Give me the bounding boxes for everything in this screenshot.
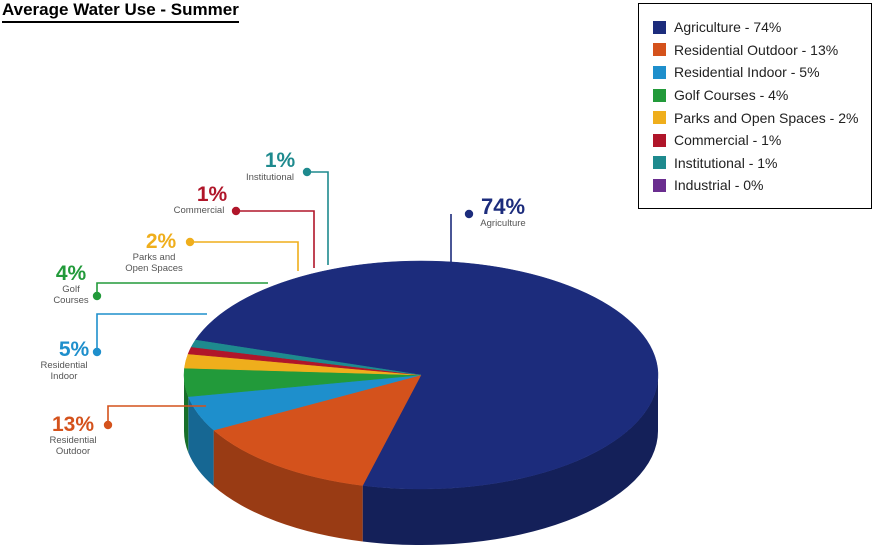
- callout-dot-agriculture: [464, 209, 474, 219]
- callout-percent-golf-courses: 4%: [56, 262, 87, 285]
- callout-label-parks-and-open-spaces: Parks and: [133, 252, 176, 263]
- callout-label-residential-outdoor: Outdoor: [56, 446, 90, 457]
- callout-percent-commercial: 1%: [197, 183, 228, 206]
- legend-label: Industrial - 0%: [674, 177, 764, 194]
- legend-label: Commercial - 1%: [674, 132, 782, 149]
- callout-line-residential-outdoor: [107, 405, 206, 425]
- callout-dot-parks-and-open-spaces: [185, 237, 195, 247]
- legend-label: Residential Outdoor - 13%: [674, 41, 839, 58]
- pie-side-residential-outdoor: [213, 430, 363, 542]
- callout-label-residential-indoor: Residential: [41, 360, 88, 371]
- legend-item-commercial: Commercial - 1%: [639, 129, 871, 152]
- callout-label-residential-indoor: Indoor: [51, 371, 78, 382]
- callout-percent-residential-indoor: 5%: [59, 338, 90, 361]
- legend-swatch: [653, 43, 666, 57]
- legend-swatch: [653, 111, 666, 125]
- callout-label-commercial: Commercial: [174, 205, 225, 216]
- legend-item-residential-indoor: Residential Indoor - 5%: [639, 61, 871, 84]
- callout-line-parks-and-open-spaces: [190, 241, 299, 271]
- callout-label-golf-courses: Courses: [53, 295, 89, 306]
- callout-label-residential-outdoor: Residential: [50, 435, 97, 446]
- legend-swatch: [653, 20, 666, 34]
- callout-line-commercial: [236, 210, 315, 268]
- callout-label-golf-courses: Golf: [62, 284, 80, 295]
- callout-line-institutional: [307, 171, 329, 265]
- legend-label: Institutional - 1%: [674, 154, 778, 171]
- legend-swatch: [653, 65, 666, 79]
- chart-title: Average Water Use - Summer: [2, 0, 239, 23]
- legend-label: Parks and Open Spaces - 2%: [674, 109, 859, 126]
- legend-item-parks-and-open-spaces: Parks and Open Spaces - 2%: [639, 106, 871, 129]
- callout-line-golf-courses: [96, 282, 268, 296]
- legend-swatch: [653, 156, 666, 170]
- callout-percent-institutional: 1%: [265, 149, 296, 172]
- callout-label-agriculture: Agriculture: [480, 218, 525, 229]
- pie-slice-residential-outdoor: [213, 374, 422, 486]
- legend-item-industrial: Industrial - 0%: [639, 174, 871, 197]
- legend-item-institutional: Institutional - 1%: [639, 152, 871, 175]
- callout-dot-golf-courses: [92, 291, 102, 301]
- callout-line-residential-indoor: [96, 313, 207, 352]
- callout-percent-residential-outdoor: 13%: [52, 413, 94, 436]
- pie-side-residential-indoor: [188, 396, 214, 487]
- legend-item-residential-outdoor: Residential Outdoor - 13%: [639, 39, 871, 62]
- callout-dot-institutional: [302, 167, 312, 177]
- callout-dot-residential-indoor: [92, 347, 102, 357]
- pie-slice-agriculture: [194, 260, 659, 490]
- legend-label: Golf Courses - 4%: [674, 87, 789, 104]
- callout-dot-residential-outdoor: [103, 420, 113, 430]
- callout-label-parks-and-open-spaces: Open Spaces: [125, 263, 183, 274]
- legend-swatch: [653, 133, 666, 147]
- legend: Agriculture - 74% Residential Outdoor - 1…: [638, 3, 872, 209]
- pie-side-agriculture: [362, 375, 658, 545]
- legend-label: Agriculture - 74%: [674, 19, 782, 36]
- pie-slice-institutional: [190, 339, 422, 376]
- legend-label: Residential Indoor - 5%: [674, 64, 820, 81]
- callout-percent-parks-and-open-spaces: 2%: [146, 230, 177, 253]
- callout-dot-commercial: [231, 206, 241, 216]
- callout-percent-agriculture: 74%: [481, 194, 525, 219]
- legend-item-agriculture: Agriculture - 74%: [639, 16, 871, 39]
- legend-swatch: [653, 178, 666, 192]
- legend-swatch: [653, 88, 666, 102]
- legend-item-golf-courses: Golf Courses - 4%: [639, 84, 871, 107]
- callout-label-institutional: Institutional: [246, 172, 294, 183]
